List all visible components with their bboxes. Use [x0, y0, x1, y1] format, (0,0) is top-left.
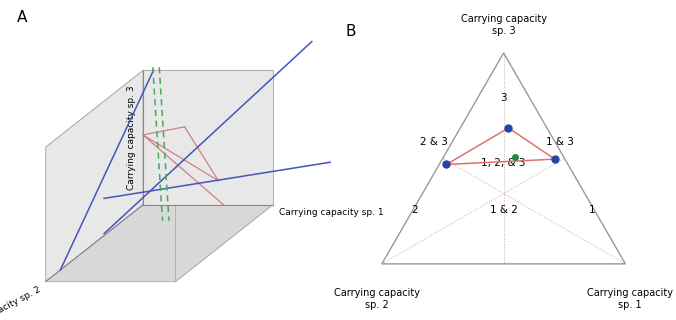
Text: 2 & 3: 2 & 3	[420, 137, 448, 147]
Polygon shape	[143, 70, 273, 205]
Text: Carrying capacity sp. 2: Carrying capacity sp. 2	[0, 285, 43, 320]
Polygon shape	[176, 70, 273, 282]
Text: Carrying capacity
sp. 1: Carrying capacity sp. 1	[587, 288, 673, 310]
Text: 3: 3	[500, 93, 507, 103]
Text: 1 & 2: 1 & 2	[489, 205, 518, 215]
Text: Carrying capacity sp. 1: Carrying capacity sp. 1	[279, 208, 384, 217]
Text: 1, 2, & 3: 1, 2, & 3	[481, 158, 526, 168]
Text: 1: 1	[589, 205, 596, 215]
Text: Carrying capacity
sp. 3: Carrying capacity sp. 3	[460, 14, 547, 36]
Text: Carrying capacity
sp. 2: Carrying capacity sp. 2	[334, 288, 420, 310]
Text: B: B	[345, 24, 356, 39]
Polygon shape	[46, 70, 143, 282]
Text: 2: 2	[412, 205, 418, 215]
Text: 1 & 3: 1 & 3	[546, 137, 573, 147]
Polygon shape	[46, 205, 273, 282]
Text: A: A	[16, 10, 27, 25]
Text: Carrying capacity sp. 3: Carrying capacity sp. 3	[127, 85, 136, 190]
Polygon shape	[46, 70, 273, 147]
